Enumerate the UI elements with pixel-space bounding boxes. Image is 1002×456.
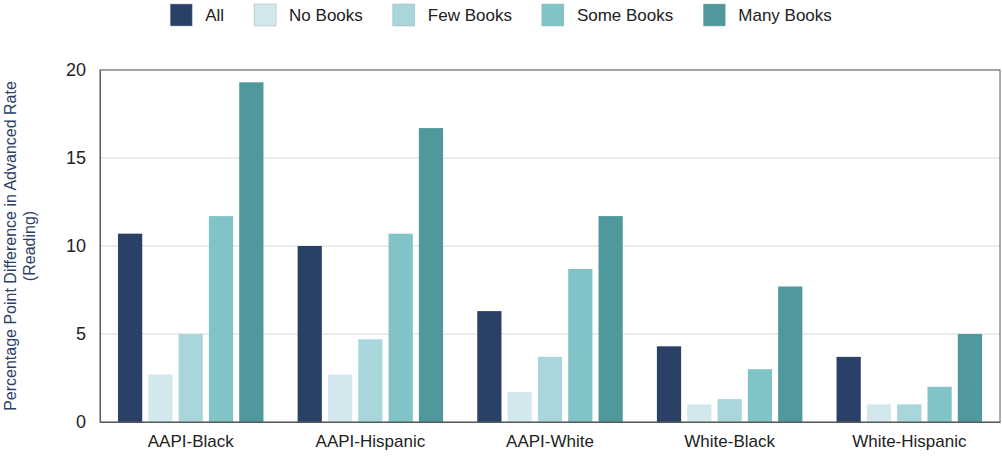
y-tick: 5 bbox=[76, 324, 100, 344]
grid-line bbox=[100, 158, 1000, 159]
bar-series bbox=[209, 216, 952, 422]
y-axis-title-line: Percentage Point Difference in Advanced … bbox=[2, 81, 19, 411]
x-tick-label: AAPI-Hispanic bbox=[316, 432, 426, 451]
bar bbox=[328, 374, 352, 422]
bar bbox=[148, 374, 172, 422]
legend-label: Some Books bbox=[577, 6, 673, 25]
bar bbox=[389, 234, 413, 422]
grid-line bbox=[100, 246, 1000, 247]
x-tick: White-Hispanic bbox=[852, 422, 967, 451]
bar bbox=[657, 346, 681, 422]
y-axis-title-line: (Reading) bbox=[21, 211, 38, 281]
legend-swatch bbox=[254, 4, 276, 26]
x-axis: AAPI-Black AAPI-Hispanic AAPI-White White-B… bbox=[101, 422, 1001, 451]
bar bbox=[209, 216, 233, 422]
grid bbox=[100, 70, 1000, 422]
bar-series bbox=[239, 82, 982, 422]
legend-item: No Books bbox=[254, 4, 363, 26]
x-tick-label: White-Hispanic bbox=[852, 432, 967, 451]
legend-item: Few Books bbox=[393, 4, 512, 26]
bar bbox=[477, 311, 501, 422]
y-tick-label: 20 bbox=[66, 60, 86, 80]
legend-item: Some Books bbox=[542, 4, 673, 26]
x-tick-label: White-Black bbox=[684, 432, 775, 451]
y-axis: 0 5 10 15 20 bbox=[66, 60, 101, 432]
legend-swatch bbox=[703, 4, 725, 26]
y-tick: 10 bbox=[66, 236, 100, 256]
legend-item: All bbox=[170, 4, 224, 26]
legend-label: No Books bbox=[289, 6, 363, 25]
bars bbox=[118, 82, 982, 422]
legend-swatch bbox=[393, 4, 415, 26]
chart: 0 5 10 15 20 AAPI-Black AAPI-Hispanic AAPI-Whit… bbox=[0, 0, 1002, 456]
x-tick-label: AAPI-Black bbox=[148, 432, 234, 451]
grid-line bbox=[100, 334, 1000, 335]
x-tick-label: AAPI-White bbox=[506, 432, 594, 451]
y-tick-label: 10 bbox=[66, 236, 86, 256]
bar bbox=[568, 269, 592, 422]
bar bbox=[687, 404, 711, 422]
bar bbox=[778, 286, 802, 422]
plot-frame bbox=[100, 70, 1000, 422]
legend-swatch bbox=[170, 4, 192, 26]
bar bbox=[718, 399, 742, 422]
x-tick: AAPI-Black bbox=[148, 422, 234, 451]
legend-label: Many Books bbox=[738, 6, 832, 25]
x-axis-line bbox=[101, 422, 1001, 423]
x-tick: White-Black bbox=[684, 422, 775, 451]
legend: All No Books Few Books Some Books Many Books bbox=[170, 4, 832, 26]
y-tick: 20 bbox=[66, 60, 100, 80]
legend-item: Many Books bbox=[703, 4, 832, 26]
y-tick-label: 0 bbox=[76, 412, 86, 432]
y-tick: 15 bbox=[66, 148, 100, 168]
bar bbox=[358, 339, 382, 422]
y-tick-label: 5 bbox=[76, 324, 86, 344]
bar bbox=[927, 387, 951, 422]
bar bbox=[897, 404, 921, 422]
legend-swatch bbox=[542, 4, 564, 26]
bar bbox=[508, 392, 532, 422]
legend-label: All bbox=[205, 6, 224, 25]
bar bbox=[419, 128, 443, 422]
bar bbox=[298, 246, 322, 422]
bar bbox=[958, 334, 982, 422]
legend-label: Few Books bbox=[428, 6, 512, 25]
bar bbox=[837, 357, 861, 422]
bar-series bbox=[179, 334, 922, 422]
bar bbox=[867, 404, 891, 422]
bar bbox=[179, 334, 203, 422]
plot-area: 0 5 10 15 20 AAPI-Black AAPI-Hispanic AAPI-Whit… bbox=[66, 60, 1001, 451]
bar bbox=[748, 369, 772, 422]
y-tick-label: 15 bbox=[66, 148, 86, 168]
y-axis-line bbox=[100, 71, 101, 423]
bar bbox=[118, 234, 142, 422]
y-axis-title: Percentage Point Difference in Advanced … bbox=[2, 81, 38, 411]
bar bbox=[538, 357, 562, 422]
y-tick: 0 bbox=[76, 412, 100, 432]
bar bbox=[599, 216, 623, 422]
x-tick: AAPI-White bbox=[506, 422, 594, 451]
bar bbox=[239, 82, 263, 422]
x-tick: AAPI-Hispanic bbox=[316, 422, 426, 451]
